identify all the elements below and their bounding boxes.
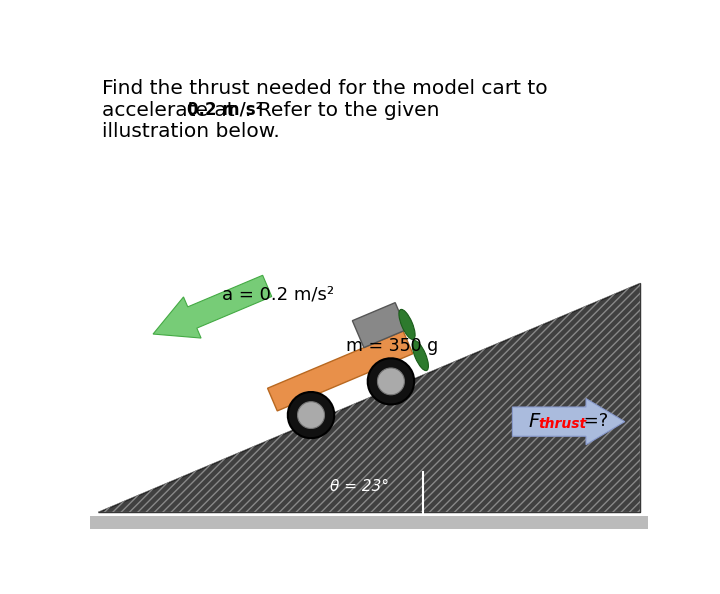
FancyArrow shape: [153, 275, 271, 338]
Text: a = 0.2 m/s²: a = 0.2 m/s²: [222, 286, 334, 304]
Polygon shape: [98, 283, 640, 511]
Ellipse shape: [399, 309, 415, 339]
Circle shape: [377, 368, 405, 395]
Text: Find the thrust needed for the model cart to: Find the thrust needed for the model car…: [102, 79, 547, 98]
Circle shape: [368, 358, 414, 405]
Text: m = 350 g: m = 350 g: [346, 337, 438, 355]
Text: accelerate at: accelerate at: [102, 100, 240, 119]
Bar: [90, 516, 648, 529]
Text: 0.2 m/s²: 0.2 m/s²: [187, 100, 263, 119]
Bar: [268, 331, 413, 411]
Text: μ = 0.3: μ = 0.3: [179, 425, 235, 441]
Text: . Refer to the given: . Refer to the given: [245, 100, 439, 119]
Circle shape: [288, 392, 334, 438]
Bar: [352, 302, 407, 347]
Text: $\mathit{F}$: $\mathit{F}$: [528, 412, 541, 431]
Text: thrust: thrust: [538, 417, 586, 431]
Ellipse shape: [413, 340, 428, 371]
Text: θ = 23°: θ = 23°: [330, 479, 390, 494]
Circle shape: [297, 402, 325, 428]
FancyArrow shape: [513, 399, 625, 445]
Text: =?: =?: [578, 412, 608, 431]
Text: illustration below.: illustration below.: [102, 122, 279, 141]
